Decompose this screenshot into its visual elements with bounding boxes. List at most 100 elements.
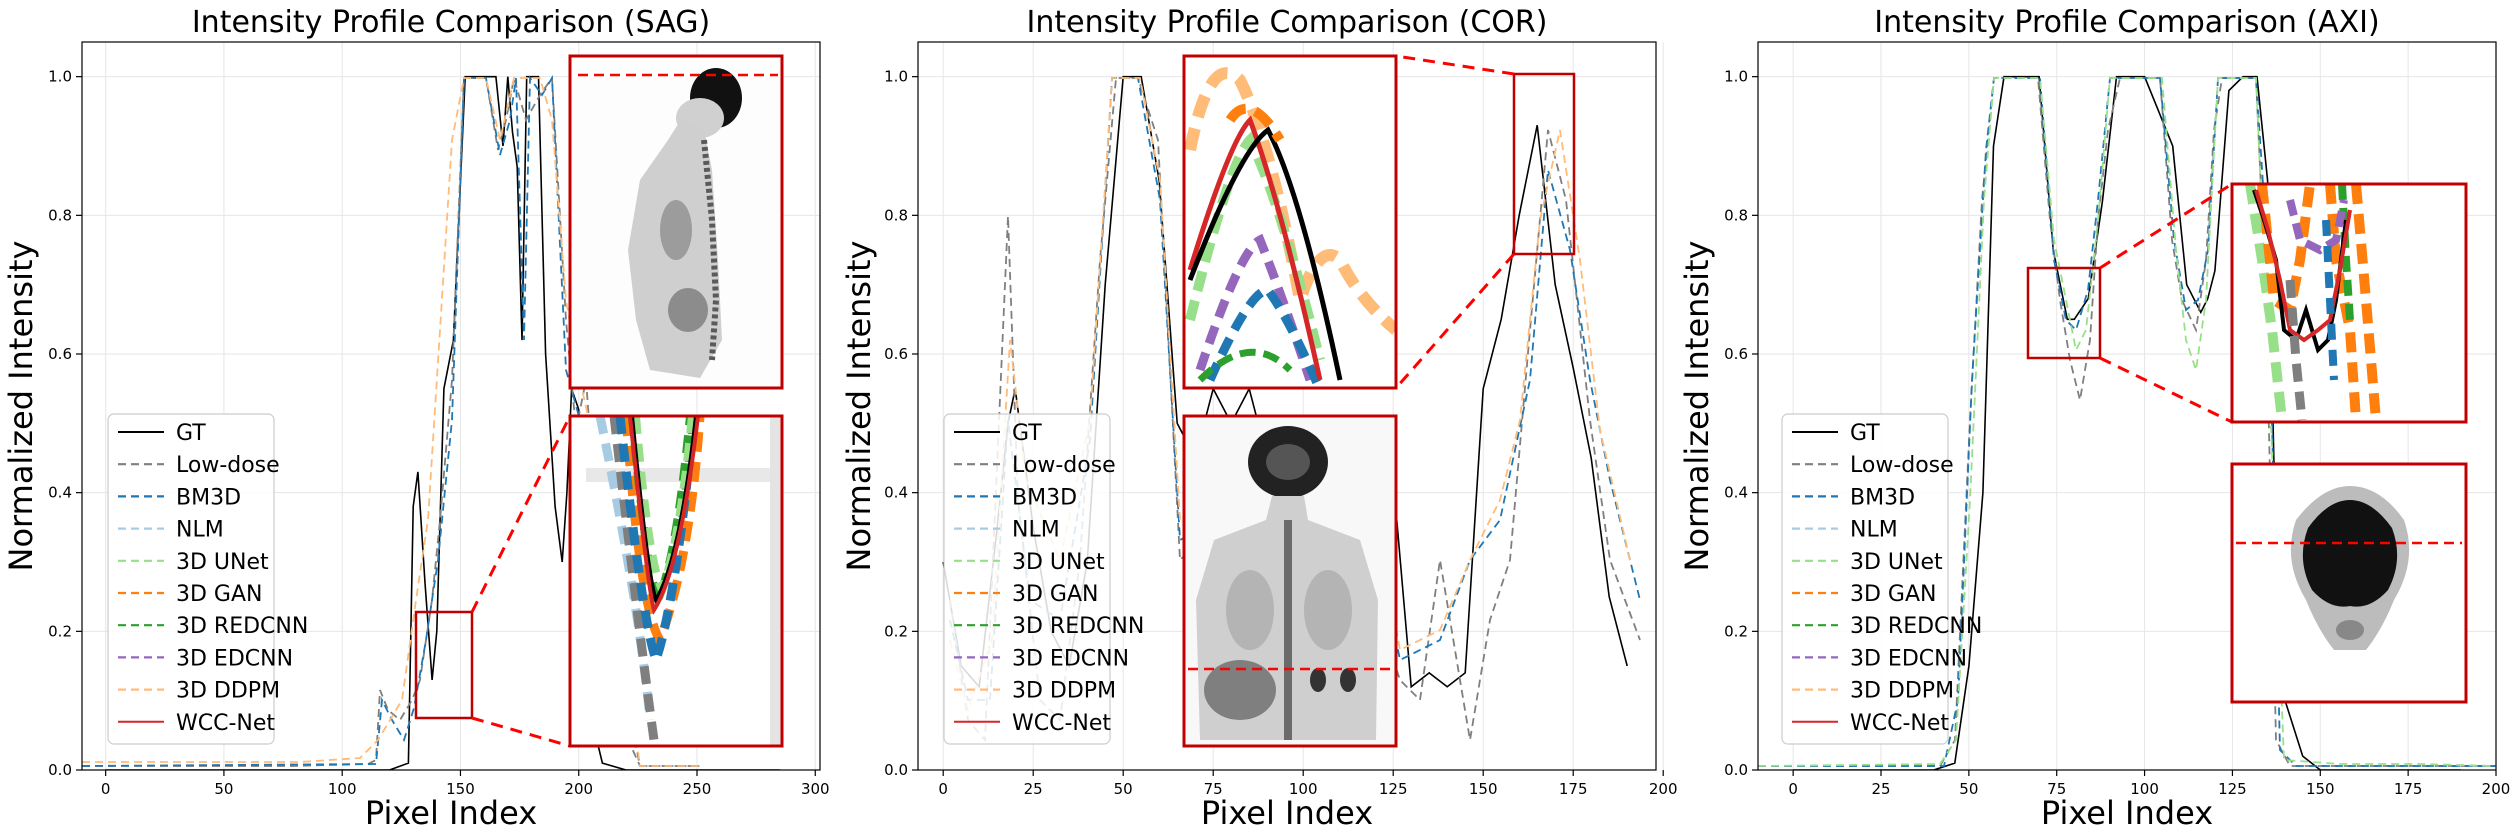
y-axis-label: Normalized Intensity	[840, 241, 878, 572]
legend-label: 3D UNet	[176, 550, 269, 575]
x-axis-label: Pixel Index	[365, 794, 537, 832]
legend-label: 3D REDCNN	[176, 614, 308, 639]
zoom-connector-line	[1394, 253, 1516, 389]
legend-label: GT	[1850, 421, 1880, 446]
x-tick-label: 100	[328, 780, 357, 798]
chart-title: Intensity Profile Comparison (AXI)	[1874, 5, 2379, 40]
zoom-inset	[1182, 54, 1398, 390]
y-tick-label: 1.0	[48, 68, 72, 86]
x-tick-label: 0	[938, 780, 948, 798]
x-tick-label: 100	[2130, 780, 2159, 798]
y-tick-label: 0.6	[48, 345, 72, 363]
legend-label: 3D UNet	[1012, 550, 1105, 575]
x-axis: 0 25 50 75 100 125 150 175 200	[1788, 770, 2510, 798]
legend-label: 3D DDPM	[176, 679, 280, 704]
legend-label: 3D EDCNN	[1012, 646, 1129, 671]
panel-cor: Intensity Profile Comparison (COR) 0 25 50…	[840, 5, 1678, 832]
x-axis: 0 50 100 150 200 250 300	[101, 770, 830, 798]
y-tick-label: 0.4	[1724, 484, 1748, 502]
y-axis: 0.0 0.2 0.4 0.6 0.8 1.0	[1724, 68, 1758, 779]
x-tick-label: 200	[2482, 780, 2511, 798]
y-tick-label: 0.8	[884, 206, 908, 224]
x-tick-label: 50	[1114, 780, 1133, 798]
legend-label: GT	[176, 421, 206, 446]
x-axis-label: Pixel Index	[1201, 794, 1373, 832]
y-tick-label: 0.6	[1724, 345, 1748, 363]
zoom-connector-line	[1395, 54, 1515, 76]
x-tick-label: 300	[801, 780, 830, 798]
y-tick-label: 0.8	[1724, 206, 1748, 224]
legend-label: NLM	[1012, 518, 1060, 543]
chart-title: Intensity Profile Comparison (SAG)	[192, 5, 710, 40]
y-tick-label: 1.0	[1724, 68, 1748, 86]
legend-label: 3D UNet	[1850, 550, 1943, 575]
zoom-inset	[2230, 182, 2468, 424]
x-tick-label: 50	[1959, 780, 1978, 798]
zoom-connector-line	[471, 716, 571, 748]
y-tick-label: 0.0	[884, 761, 908, 779]
x-tick-label: 175	[1559, 780, 1588, 798]
legend-label: Low-dose	[1012, 453, 1116, 478]
x-tick-label: 150	[446, 780, 475, 798]
y-tick-label: 1.0	[884, 68, 908, 86]
x-tick-label: 125	[2218, 780, 2247, 798]
legend-label: 3D DDPM	[1850, 679, 1954, 704]
bm3d-line	[949, 77, 1641, 701]
y-tick-label: 0.2	[48, 622, 72, 640]
legend-label: WCC-Net	[1850, 711, 1949, 736]
y-tick-label: 0.6	[884, 345, 908, 363]
legend-label: 3D DDPM	[1012, 679, 1116, 704]
legend-label: BM3D	[1850, 485, 1915, 510]
legend-label: 3D REDCNN	[1012, 614, 1144, 639]
legend-label: Low-dose	[1850, 453, 1954, 478]
x-axis: 0 25 50 75 100 125 150 175 200	[938, 770, 1678, 798]
legend-label: WCC-Net	[176, 711, 275, 736]
legend: GT Low-dose BM3D NLM 3D UNet 3D GAN 3D REDCNN 3…	[943, 413, 1144, 745]
y-axis: 0.0 0.2 0.4 0.6 0.8 1.0	[48, 68, 82, 779]
x-tick-label: 100	[1289, 780, 1318, 798]
x-tick-label: 200	[564, 780, 593, 798]
plot-frame	[81, 41, 821, 771]
axial-image-inset	[2230, 462, 2468, 704]
x-tick-label: 75	[2047, 780, 2066, 798]
legend-label: 3D GAN	[1850, 582, 1937, 607]
x-tick-label: 200	[1649, 780, 1678, 798]
y-tick-label: 0.8	[48, 206, 72, 224]
y-tick-label: 0.4	[884, 484, 908, 502]
y-tick-label: 0.2	[884, 622, 908, 640]
sagittal-image-inset	[568, 54, 784, 390]
x-tick-label: 25	[1024, 780, 1043, 798]
panel-axi: Intensity Profile Comparison (AXI) 0 25 50…	[1678, 5, 2510, 832]
legend-label: 3D EDCNN	[176, 646, 293, 671]
x-tick-label: 50	[214, 780, 233, 798]
zoom-region-box	[2026, 266, 2102, 360]
x-tick-label: 75	[1204, 780, 1223, 798]
zoom-connector-line	[470, 415, 572, 613]
legend-label: 3D GAN	[176, 582, 263, 607]
legend-label: GT	[1012, 421, 1042, 446]
panel-sag: Intensity Profile Comparison (SAG) 0 50 10…	[2, 5, 830, 832]
zoom-inset	[568, 414, 784, 748]
x-axis-label: Pixel Index	[2041, 794, 2213, 832]
plot-frame	[917, 41, 1657, 771]
y-axis-label: Normalized Intensity	[1678, 241, 1716, 572]
y-tick-label: 0.0	[1724, 761, 1748, 779]
legend-label: WCC-Net	[1012, 711, 1111, 736]
y-tick-label: 0.4	[48, 484, 72, 502]
zoom-region-box	[1512, 72, 1576, 256]
x-tick-label: 175	[2394, 780, 2423, 798]
x-tick-label: 150	[1469, 780, 1498, 798]
x-tick-label: 150	[2306, 780, 2335, 798]
chart-title: Intensity Profile Comparison (COR)	[1027, 5, 1548, 40]
coronal-image-inset	[1182, 414, 1398, 748]
low-dose-line	[82, 75, 700, 767]
legend-label: 3D REDCNN	[1850, 614, 1982, 639]
legend-label: NLM	[1850, 518, 1898, 543]
legend-label: NLM	[176, 518, 224, 543]
zoom-connector-line	[2099, 182, 2233, 270]
legend: GT Low-dose BM3D NLM 3D UNet 3D GAN 3D REDCNN 3…	[1781, 413, 1982, 745]
x-tick-label: 25	[1871, 780, 1890, 798]
ddpm-line	[82, 77, 700, 767]
y-axis-label: Normalized Intensity	[2, 241, 40, 572]
